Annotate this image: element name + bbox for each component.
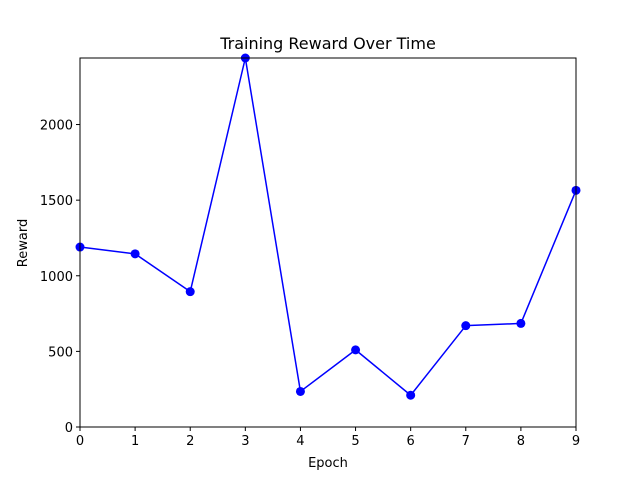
x-tick-label: 8 (517, 434, 525, 449)
data-point (185, 287, 195, 297)
chart-title: Training Reward Over Time (219, 34, 436, 53)
x-tick-label: 3 (241, 434, 249, 449)
data-point (295, 386, 305, 396)
x-tick-label: 2 (186, 434, 194, 449)
plot-area: 0 1 2 3 4 5 6 7 8 9 0 500 1000 1500 2000 (40, 53, 581, 449)
y-tick-label: 0 (65, 421, 73, 436)
x-tick-label: 0 (76, 434, 84, 449)
series-line (79, 57, 577, 396)
y-axis-label: Reward (16, 219, 31, 267)
y-tick-label: 500 (48, 345, 73, 360)
data-point (130, 249, 140, 259)
x-tick-label: 6 (407, 434, 415, 449)
y-tick-label: 1000 (40, 270, 73, 285)
x-tick-label: 9 (572, 434, 580, 449)
x-tick-label: 4 (296, 434, 304, 449)
data-point (351, 345, 361, 355)
x-tick-label: 5 (351, 434, 359, 449)
x-axis-label: Epoch (308, 456, 348, 471)
data-point (406, 390, 416, 400)
data-point (461, 321, 471, 331)
data-point (516, 318, 526, 328)
plot-frame (79, 57, 577, 428)
x-tick-label: 7 (462, 434, 470, 449)
y-tick-label: 2000 (40, 119, 73, 134)
x-tick-label: 1 (131, 434, 139, 449)
y-tick-label: 1500 (40, 194, 73, 209)
